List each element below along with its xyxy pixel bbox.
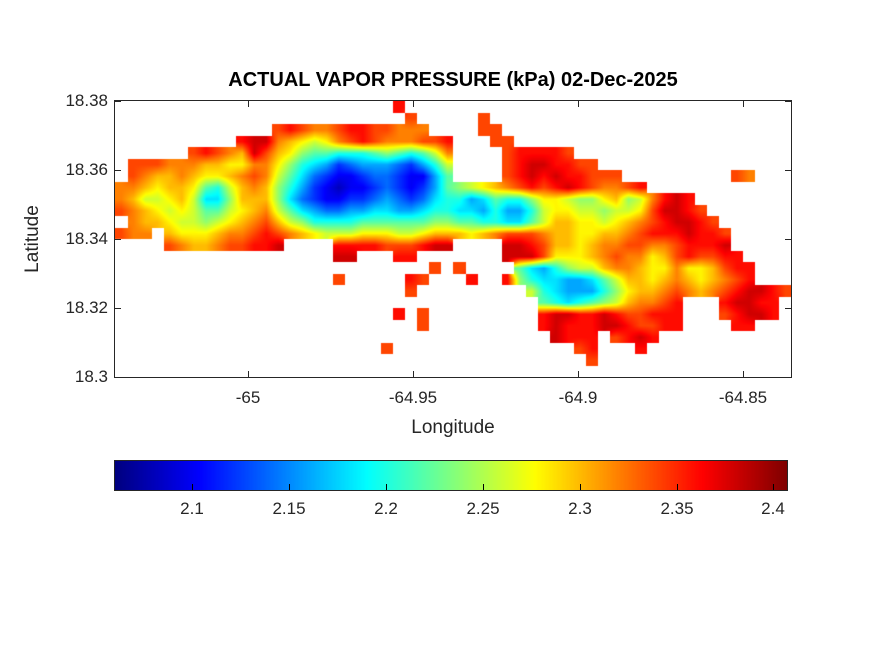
- y-tick-mark: [785, 101, 791, 102]
- x-tick-mark: [578, 371, 579, 377]
- x-tick-mark: [743, 371, 744, 377]
- x-tick-label: -64.85: [718, 388, 768, 407]
- y-tick-mark: [115, 377, 121, 378]
- colorbar-tick-label: 2.2: [374, 499, 398, 518]
- heatmap-canvas: [115, 101, 791, 377]
- colorbar: [114, 460, 788, 491]
- colorbar-tick-mark: [580, 484, 581, 490]
- y-tick-label: 18.32: [65, 298, 108, 317]
- x-tick-mark: [248, 101, 249, 107]
- plot-title: ACTUAL VAPOR PRESSURE (kPa) 02-Dec-2025: [228, 69, 678, 91]
- y-tick-label: 18.34: [65, 229, 108, 248]
- y-tick-mark: [785, 170, 791, 171]
- x-tick-mark: [413, 101, 414, 107]
- y-tick-label: 18.3: [74, 367, 108, 386]
- colorbar-tick-mark: [192, 484, 193, 490]
- x-tick-mark: [578, 101, 579, 107]
- x-axis-label: Longitude: [411, 417, 495, 438]
- y-tick-label: 18.38: [65, 91, 108, 110]
- x-tick-mark: [248, 371, 249, 377]
- x-tick-label: -64.9: [558, 388, 598, 407]
- x-tick-mark: [743, 101, 744, 107]
- colorbar-tick-label: 2.15: [272, 499, 306, 518]
- colorbar-tick-label: 2.4: [761, 499, 785, 518]
- x-tick-mark: [413, 371, 414, 377]
- y-tick-mark: [115, 101, 121, 102]
- y-tick-mark: [785, 308, 791, 309]
- y-tick-mark: [785, 239, 791, 240]
- colorbar-tick-label: 2.35: [660, 499, 694, 518]
- colorbar-tick-mark: [677, 484, 678, 490]
- colorbar-tick-mark: [289, 484, 290, 490]
- y-tick-label: 18.36: [65, 160, 108, 179]
- colorbar-tick-label: 2.3: [568, 499, 592, 518]
- colorbar-tick-mark: [773, 484, 774, 490]
- y-tick-mark: [785, 377, 791, 378]
- y-tick-mark: [115, 170, 121, 171]
- plot-area: [114, 100, 792, 378]
- x-tick-label: -64.95: [388, 388, 438, 407]
- x-tick-label: -65: [235, 388, 261, 407]
- y-tick-mark: [115, 308, 121, 309]
- colorbar-tick-label: 2.1: [180, 499, 204, 518]
- colorbar-canvas: [115, 461, 787, 490]
- y-tick-mark: [115, 239, 121, 240]
- colorbar-tick-label: 2.25: [466, 499, 500, 518]
- colorbar-tick-mark: [386, 484, 387, 490]
- colorbar-tick-mark: [483, 484, 484, 490]
